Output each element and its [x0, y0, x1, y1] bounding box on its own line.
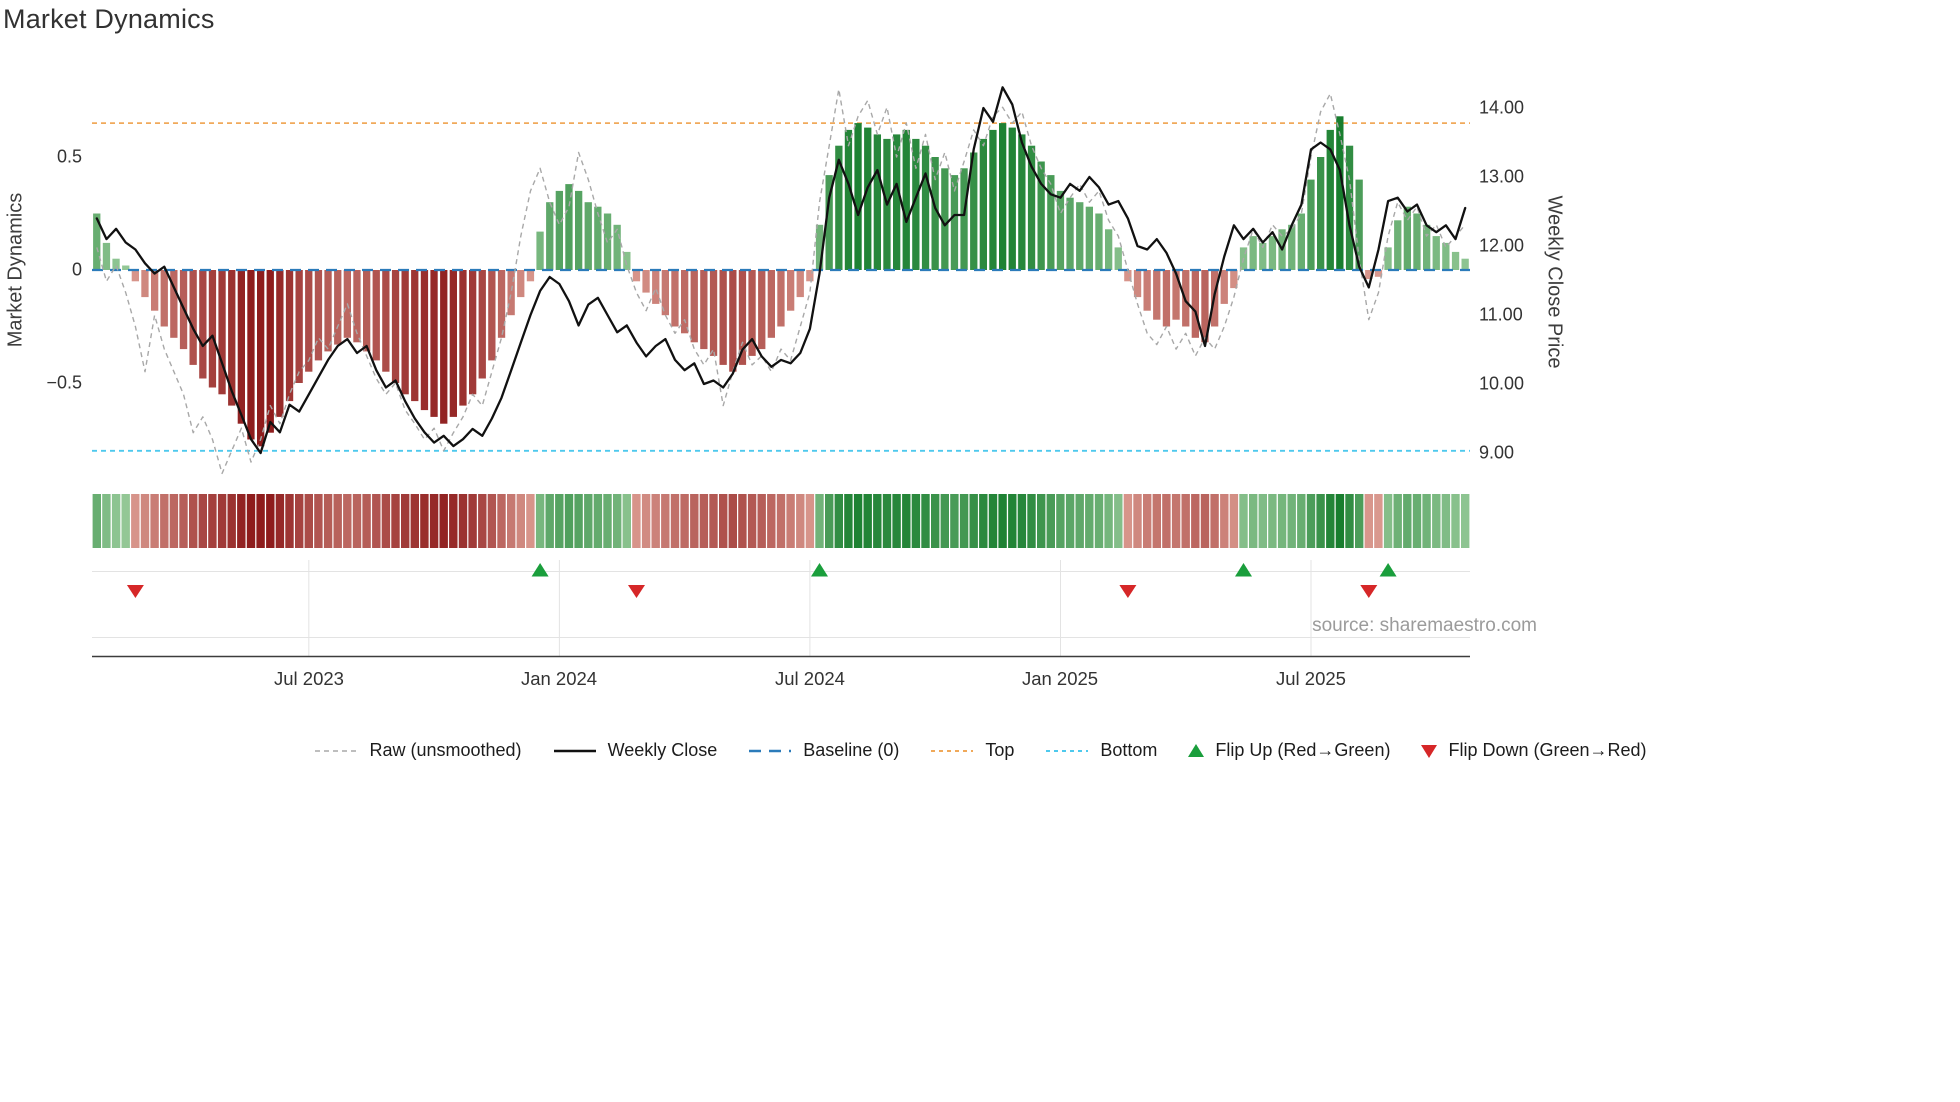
flip-down-marker: [1360, 585, 1378, 598]
flip-down-marker: [628, 585, 645, 598]
dotted-line-swatch-top: [931, 749, 974, 752]
legend: Raw (unsmoothed) Weekly Close Baseline (…: [0, 740, 1960, 761]
legend-label-bottom: Bottom: [1100, 740, 1158, 760]
flip-down-marker: [1119, 585, 1137, 598]
left-tick-0-5: 0.5: [56, 146, 82, 167]
legend-item-raw: Raw (unsmoothed): [313, 740, 522, 761]
x-tick-jul-2023: Jul 2023: [274, 668, 344, 689]
flip-up-marker: [811, 563, 828, 577]
legend-item-flip-down: Flip Down (Green→Red): [1420, 740, 1647, 761]
dashed-line-swatch: [315, 749, 358, 752]
right-tick-10: 10.00: [1479, 373, 1525, 394]
solid-line-swatch: [553, 749, 596, 752]
left-tick-0: 0: [71, 259, 82, 280]
oscillator-bars: [93, 116, 1469, 447]
left-axis-label: Market Dynamics: [4, 192, 27, 348]
threshold-lines: [92, 122, 1470, 452]
legend-item-baseline: Baseline (0): [747, 740, 899, 761]
right-tick-14: 14.00: [1479, 97, 1525, 118]
heatmap-strip: [92, 494, 1470, 548]
x-tick-jan-2024: Jan 2024: [520, 668, 598, 689]
legend-label-raw: Raw (unsmoothed): [369, 740, 522, 760]
raw-line: [96, 88, 1466, 475]
legend-label-flip-down: Flip Down (Green→Red): [1448, 740, 1647, 760]
x-tick-jul-2024: Jul 2024: [775, 668, 845, 689]
right-tick-12: 12.00: [1479, 235, 1525, 256]
weekly-close-line: [95, 86, 1467, 455]
legend-label-weekly-close: Weekly Close: [607, 740, 718, 760]
legend-item-top: Top: [929, 740, 1014, 761]
legend-label-top: Top: [985, 740, 1015, 760]
right-tick-9: 9.00: [1479, 442, 1515, 463]
x-tick-jul-2025: Jul 2025: [1276, 668, 1346, 689]
legend-item-weekly-close: Weekly Close: [552, 740, 718, 761]
right-axis-label: Weekly Close Price: [1543, 195, 1566, 369]
flip-up-marker: [531, 563, 549, 577]
flip-up-marker: [1379, 563, 1397, 577]
right-tick-11: 11.00: [1479, 304, 1523, 325]
legend-item-flip-up: Flip Up (Red→Green): [1187, 740, 1390, 761]
flip-down-marker: [126, 585, 144, 598]
dotted-line-swatch-bottom: [1046, 749, 1089, 752]
right-tick-13: 13.00: [1479, 166, 1525, 187]
long-dashed-line-swatch: [749, 749, 792, 752]
legend-item-bottom: Bottom: [1044, 740, 1157, 761]
triangle-down-icon: [1421, 744, 1438, 758]
source-credit: source: sharemaestro.com: [1312, 615, 1537, 636]
marker-panel-grid: [92, 560, 1470, 658]
flip-markers: [126, 563, 1397, 598]
x-tick-jan-2025: Jan 2025: [1021, 668, 1099, 689]
chart-canvas: [92, 86, 1470, 658]
legend-label-flip-up: Flip Up (Red→Green): [1215, 740, 1391, 760]
flip-up-marker: [1235, 563, 1252, 577]
legend-label-baseline: Baseline (0): [803, 740, 900, 760]
page-title: Market Dynamics: [3, 4, 215, 34]
left-tick-neg-0-5: −0.5: [46, 372, 82, 393]
triangle-up-icon: [1188, 743, 1205, 757]
